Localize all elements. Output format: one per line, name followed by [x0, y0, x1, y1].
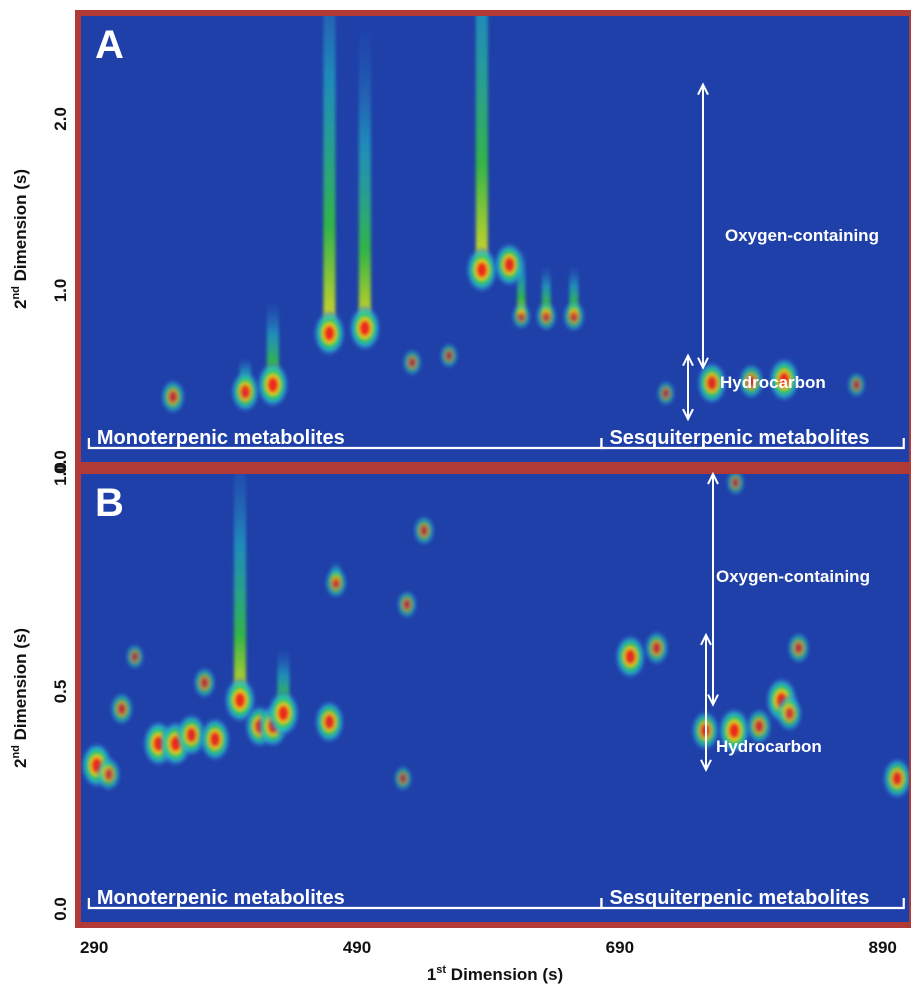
peak — [535, 300, 558, 332]
peak — [402, 348, 423, 377]
group-bracket — [600, 438, 905, 450]
monoterpenic-label: Monoterpenic metabolites — [97, 887, 345, 909]
hydrocarbon-label: Hydrocarbon — [716, 737, 822, 756]
peak — [393, 765, 413, 792]
panel-label: A — [95, 23, 124, 67]
peak-streak — [475, 16, 488, 270]
peak-streak — [234, 474, 247, 701]
peak — [176, 713, 207, 757]
peak — [199, 717, 231, 762]
peak — [746, 708, 773, 745]
peak — [230, 370, 260, 413]
peak-layer — [81, 474, 909, 800]
y-axis-title: 2nd Dimension (s) — [10, 169, 30, 309]
peak — [787, 631, 811, 664]
oxygen-containing-label: Oxygen-containing — [716, 567, 870, 586]
peak — [96, 756, 121, 792]
peak — [511, 302, 532, 331]
peak — [493, 242, 526, 288]
x-tick-label: 690 — [606, 938, 634, 957]
peak — [614, 634, 646, 679]
peak — [644, 630, 670, 666]
peak-streak — [517, 247, 526, 317]
peak — [725, 474, 746, 496]
peak — [882, 757, 909, 800]
x-tick-label: 490 — [343, 938, 371, 957]
peak-layer — [160, 16, 867, 415]
peak — [160, 379, 186, 415]
y-tick-label: 0.0 — [51, 450, 70, 474]
x-tick-label: 890 — [869, 938, 897, 957]
peak-streak — [323, 16, 336, 334]
peak — [324, 566, 348, 599]
monoterpenic-label: Monoterpenic metabolites — [97, 427, 345, 449]
sesquiterpenic-label: Sesquiterpenic metabolites — [609, 887, 869, 909]
peak — [396, 589, 418, 620]
peak — [696, 361, 727, 405]
peak — [313, 310, 346, 357]
hydrocarbon-arrow — [700, 632, 712, 773]
peak — [224, 677, 257, 724]
y-tick-label: 0.0 — [51, 897, 70, 921]
peak — [656, 380, 676, 407]
peak — [846, 371, 867, 399]
y-tick-label: 2.0 — [51, 107, 70, 131]
hydrocarbon-label: Hydrocarbon — [720, 373, 826, 392]
panel-label: B — [95, 481, 124, 525]
panel-b: B Monoterpenic metabolites Sesquiterpenic … — [10, 462, 911, 928]
x-axis-title: 1st Dimension (s) — [427, 964, 563, 984]
peak — [267, 690, 300, 737]
peak — [193, 666, 217, 699]
peak — [348, 305, 381, 352]
peak — [314, 700, 345, 744]
y-tick-label: 1.0 — [51, 462, 70, 486]
y-axis-title: 2nd Dimension (s) — [10, 628, 30, 768]
oxygen-arrow — [707, 471, 719, 707]
hydrocarbon-arrow — [682, 353, 694, 422]
y-tick-label: 0.5 — [51, 680, 70, 704]
panel-a: A Monoterpenic metabolites Sesquiterpenic … — [10, 10, 911, 474]
x-tick-label: 290 — [80, 938, 108, 957]
y-tick-label: 1.0 — [51, 279, 70, 303]
peak — [718, 707, 751, 754]
peak — [256, 361, 289, 408]
peak-streak — [358, 19, 371, 329]
group-bracket — [600, 898, 905, 910]
peak — [125, 643, 145, 670]
peak — [562, 300, 586, 333]
peak — [109, 692, 134, 726]
peak — [776, 694, 803, 733]
peak — [439, 342, 459, 369]
peak — [412, 515, 436, 546]
sesquiterpenic-label: Sesquiterpenic metabolites — [609, 427, 869, 449]
oxygen-arrow — [697, 82, 709, 370]
peak — [465, 246, 498, 293]
oxygen-containing-label: Oxygen-containing — [725, 226, 879, 245]
peak — [768, 357, 800, 402]
peak — [738, 363, 765, 400]
